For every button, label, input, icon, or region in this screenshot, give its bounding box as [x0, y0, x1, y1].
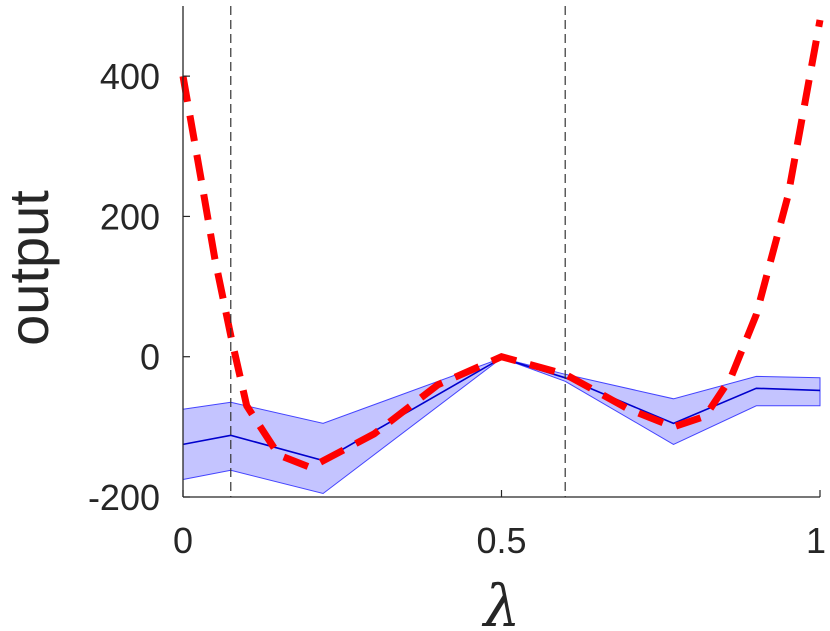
y-tick-label-3: 400	[100, 56, 160, 97]
y-tick-label-1: 0	[140, 337, 160, 378]
y-tick-label-2: 200	[100, 196, 160, 237]
x-ticks: 0 0.5 1	[173, 490, 826, 561]
fit-curve-dashed	[179, 19, 824, 472]
y-axis-label: output	[0, 190, 60, 346]
x-tick-label-2: 1	[806, 520, 826, 561]
reference-lines	[230, 6, 566, 497]
plot-area	[179, 6, 824, 497]
x-tick-label-0: 0	[173, 520, 193, 561]
confidence-band	[182, 357, 821, 495]
x-axis-label: λ	[482, 572, 521, 631]
y-ticks: -200 0 200 400	[88, 56, 190, 518]
x-tick-label-1: 0.5	[476, 520, 526, 561]
y-tick-label-0: -200	[88, 477, 160, 518]
